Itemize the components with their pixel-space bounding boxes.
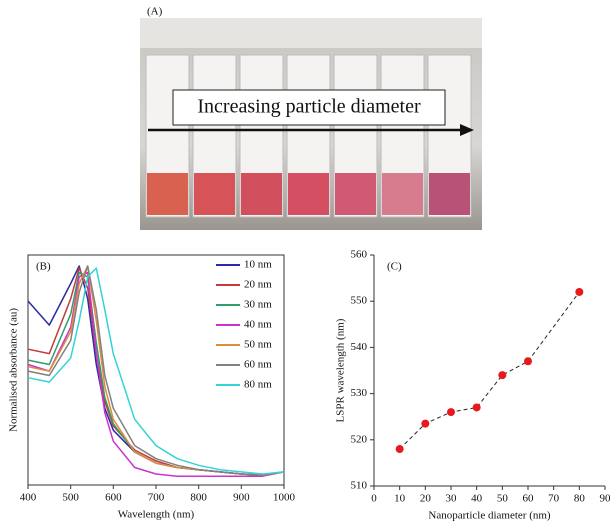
legend-label: 50 nm <box>244 339 272 351</box>
x-tick-label: 700 <box>148 492 165 504</box>
x-tick-label: 50 <box>497 493 509 505</box>
data-point <box>395 445 404 454</box>
spectrum-line <box>27 265 285 476</box>
photo-caption: Increasing particle diameter <box>197 96 421 118</box>
x-tick-label: 0 <box>371 493 377 505</box>
data-point <box>421 419 430 428</box>
x-tick-label: 10 <box>394 493 406 505</box>
x-tick-label: 40 <box>471 493 483 505</box>
y-tick-label: 520 <box>351 433 368 445</box>
y-tick-label: 550 <box>351 295 368 307</box>
x-tick-label: 900 <box>233 492 250 504</box>
x-tick-label: 800 <box>190 492 207 504</box>
x-tick-label: 60 <box>523 493 535 505</box>
data-point <box>575 287 584 296</box>
spectrum-line <box>27 265 285 476</box>
data-point <box>447 408 455 417</box>
data-point <box>498 371 507 380</box>
x-axis-title: Nanoparticle diameter (nm) <box>428 510 551 522</box>
legend-label: 60 nm <box>244 359 272 371</box>
x-tick-label: 90 <box>600 493 612 505</box>
panel-label: (C) <box>387 261 402 273</box>
y-tick-label: 540 <box>351 341 368 353</box>
legend-label: 30 nm <box>244 299 272 311</box>
legend-label: 20 nm <box>244 279 272 291</box>
y-tick-label: 560 <box>351 249 368 261</box>
panel-label: (A) <box>147 6 163 18</box>
x-tick-label: 20 <box>420 493 432 505</box>
data-point <box>472 403 481 412</box>
data-point <box>524 357 532 366</box>
legend-label: 80 nm <box>244 379 272 391</box>
spectrum-line <box>27 271 285 477</box>
y-tick-label: 530 <box>351 387 368 399</box>
photo <box>140 18 482 230</box>
legend-label: 40 nm <box>244 319 272 331</box>
legend-label: 10 nm <box>244 259 272 271</box>
x-tick-label: 70 <box>548 493 560 505</box>
x-tick-label: 80 <box>574 493 586 505</box>
x-tick-label: 600 <box>105 492 122 504</box>
spectrum-line <box>27 267 285 475</box>
x-tick-label: 500 <box>62 492 79 504</box>
x-tick-label: 400 <box>20 492 37 504</box>
x-tick-label: 1000 <box>273 492 296 504</box>
y-tick-label: 510 <box>351 480 368 492</box>
y-axis-title: Normalised absorbance (au) <box>8 308 20 432</box>
panel-label: (B) <box>36 261 51 273</box>
x-axis-title: Wavelength (nm) <box>118 509 195 521</box>
x-tick-label: 30 <box>446 493 458 505</box>
spectrum-line <box>27 265 285 476</box>
y-axis-title: LSPR wavelength (nm) <box>335 318 347 422</box>
